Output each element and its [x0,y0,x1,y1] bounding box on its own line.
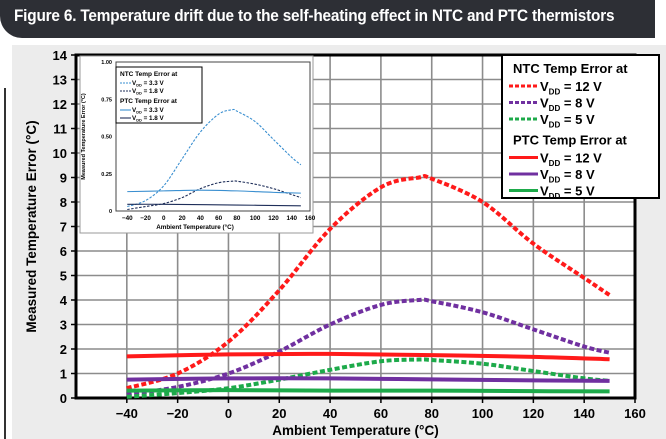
y-tick-label: 12 [53,97,67,112]
inset-x-tick-label: 140 [286,215,297,222]
inset-y-tick-label: 0.25 [101,172,112,178]
legend-label: VDD = 12 V [540,79,602,96]
y-tick-label: 9 [60,171,67,186]
inset-series-line-0 [127,108,302,208]
inset-series-line-3 [127,203,301,207]
legend-label: VDD = 5 V [540,184,595,201]
y-tick-label: 0 [60,391,67,406]
legend-label: VDD = 8 V [540,96,595,113]
y-tick-label: 1 [60,367,67,382]
inset-legend-label: VDD = 1.8 V [132,115,165,123]
x-tick-label: 20 [272,406,286,421]
y-tick-label: 2 [60,342,67,357]
x-tick-label: 80 [424,406,438,421]
y-tick-label: 4 [60,293,68,308]
series-line-0 [126,174,611,391]
inset-x-tick-label: 80 [233,215,241,222]
inset-legend-group-title: NTC Temp Error at [120,71,178,78]
inset-x-tick-label: 60 [215,215,223,222]
y-tick-label: 11 [53,122,67,137]
inset-y-tick-label: 0.75 [101,97,112,103]
inset-x-tick-label: 40 [197,215,205,222]
x-tick-label: 100 [472,406,494,421]
figure-header: Figure 6. Temperature drift due to the s… [0,0,655,38]
inset-y-tick-label: 0.50 [101,135,112,141]
legend-group-title: NTC Temp Error at [513,61,628,76]
inset-x-tick-label: −40 [122,215,133,222]
legend-label: VDD = 5 V [540,112,595,129]
figure-title: Figure 6. Temperature drift due to the s… [14,7,615,25]
inset-legend-label: VDD = 3.3 V [132,80,165,88]
y-axis-label: Measured Temperature Error (°C) [24,120,39,332]
x-tick-label: 0 [225,406,232,421]
legend-group-title: PTC Temp Error at [513,133,628,148]
inset-y-axis-label: Measured Temperature Error (°C) [81,93,87,180]
series-line-4 [126,376,610,383]
y-tick-label: 14 [53,48,68,63]
x-tick-label: −40 [116,406,138,421]
y-tick-label: 5 [60,269,67,284]
inset-y-tick-label: 0 [109,209,112,215]
x-axis-label: Ambient Temperature (°C) [272,423,438,438]
x-tick-label: 140 [573,406,595,421]
y-tick-label: 13 [53,73,67,88]
inset-legend-box [115,66,203,124]
inset-y-tick-label: 1.00 [101,60,112,66]
y-tick-label: 10 [53,146,67,161]
inset-x-tick-label: −20 [140,215,151,222]
x-tick-label: 160 [624,406,646,421]
inset-x-tick-label: 160 [305,215,316,222]
legend-label: VDD = 8 V [540,167,595,184]
inset-x-axis-label: Ambient Temperature (°C) [156,223,234,231]
inset-legend-label: VDD = 1.8 V [132,88,165,96]
x-tick-label: 120 [523,406,545,421]
y-tick-label: 6 [60,244,67,259]
inset-legend-label: VDD = 3.3 V [132,107,165,115]
x-tick-label: 60 [374,406,388,421]
series-line-5 [126,388,610,394]
series-line-1 [126,297,611,397]
divider [4,88,6,439]
inset-x-tick-label: 120 [268,215,279,222]
x-tick-label: 40 [323,406,337,421]
y-tick-label: 8 [60,195,67,210]
x-tick-label: −20 [167,406,189,421]
inset-series-line-2 [127,189,301,194]
series-line-3 [126,351,610,362]
inset-x-tick-label: 100 [250,215,261,222]
inset-x-tick-label: 20 [179,215,187,222]
inset-chart: 0 0.25 0.50 0.75 1.00 −40 −20 0 20 40 60 80 100 120 14… [79,55,316,234]
y-tick-label: 3 [60,318,67,333]
legend-label: VDD = 12 V [540,151,602,168]
inset-x-tick-label: 0 [162,215,166,222]
inset-legend-group-title: PTC Temp Error at [120,98,178,105]
inset-series-line-1 [127,180,302,211]
y-tick-label: 7 [60,220,67,235]
plot-frame [74,53,637,400]
